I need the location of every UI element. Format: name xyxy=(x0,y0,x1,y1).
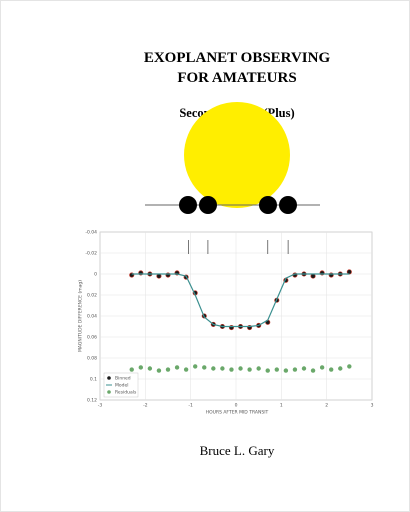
data-point xyxy=(247,367,251,371)
data-point xyxy=(311,368,315,372)
y-tick-label: 0.1 xyxy=(90,377,97,383)
data-point xyxy=(275,367,279,371)
title-line: FOR AMATEURS xyxy=(177,70,296,86)
x-tick-label: 3 xyxy=(371,403,374,409)
data-point xyxy=(166,367,170,371)
data-point xyxy=(184,367,188,371)
data-point xyxy=(211,366,215,370)
x-tick-label: -2 xyxy=(143,403,148,409)
x-axis-label: HOURS AFTER MID TRANSIT xyxy=(206,410,269,416)
y-tick-label: 0.02 xyxy=(87,293,97,299)
data-point xyxy=(293,367,297,371)
data-point xyxy=(139,365,143,369)
y-axis-label: MAGNITUDE DIFFERENCE (mag) xyxy=(78,280,84,352)
data-point xyxy=(256,366,260,370)
data-point xyxy=(347,364,351,368)
y-tick-label: 0.06 xyxy=(87,335,97,341)
x-tick-label: 2 xyxy=(325,403,328,409)
book-cover: EXOPLANET OBSERVING FOR AMATEURS Second … xyxy=(0,0,410,512)
data-point xyxy=(130,367,134,371)
data-point xyxy=(284,368,288,372)
y-tick-label: 0 xyxy=(94,272,97,278)
legend-label: Binned xyxy=(115,376,131,382)
data-point xyxy=(157,368,161,372)
legend-label: Residuals xyxy=(115,390,137,396)
planet xyxy=(259,196,277,214)
x-tick-label: 1 xyxy=(280,403,283,409)
data-point xyxy=(320,365,324,369)
legend-label: Model xyxy=(115,383,129,389)
x-tick-label: -3 xyxy=(98,403,103,409)
star-disk xyxy=(184,102,290,208)
y-tick-label: 0.12 xyxy=(87,398,97,404)
data-point xyxy=(193,364,197,368)
data-point xyxy=(202,365,206,369)
data-point xyxy=(175,365,179,369)
planet xyxy=(279,196,297,214)
x-tick-label: 0 xyxy=(235,403,238,409)
data-point xyxy=(220,366,224,370)
planet xyxy=(179,196,197,214)
data-point xyxy=(148,366,152,370)
data-point xyxy=(338,366,342,370)
y-tick-label: -0.02 xyxy=(85,251,97,257)
planet xyxy=(199,196,217,214)
legend-swatch xyxy=(107,390,111,394)
y-tick-label: -0.04 xyxy=(85,230,97,236)
data-point xyxy=(238,366,242,370)
x-tick-label: -1 xyxy=(188,403,193,409)
legend-swatch xyxy=(107,376,111,380)
data-point xyxy=(229,367,233,371)
title-line: EXOPLANET OBSERVING xyxy=(144,50,331,66)
y-tick-label: 0.04 xyxy=(87,314,97,320)
data-point xyxy=(329,367,333,371)
y-tick-label: 0.08 xyxy=(87,356,97,362)
author: Bruce L. Gary xyxy=(200,443,275,458)
data-point xyxy=(266,368,270,372)
data-point xyxy=(302,366,306,370)
cover-canvas: EXOPLANET OBSERVING FOR AMATEURS Second … xyxy=(0,0,410,512)
